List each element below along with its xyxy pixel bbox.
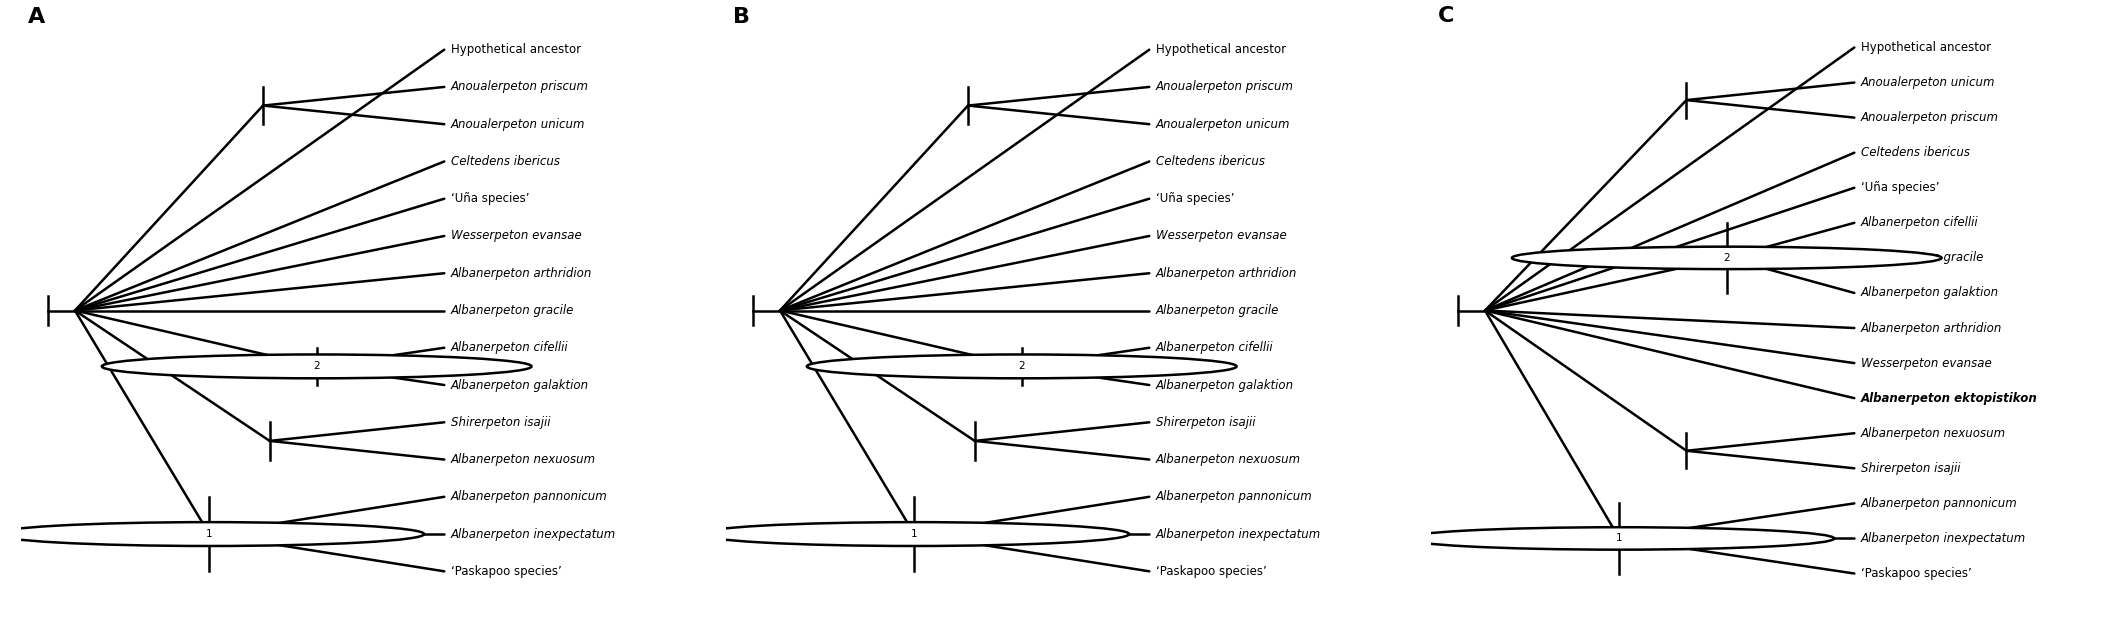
Text: Albanerpeton cifellii: Albanerpeton cifellii bbox=[450, 342, 569, 354]
Text: 1: 1 bbox=[911, 529, 918, 539]
Text: Anoualerpeton priscum: Anoualerpeton priscum bbox=[1861, 111, 1999, 124]
Text: 1: 1 bbox=[206, 529, 212, 539]
Text: Anoualerpeton unicum: Anoualerpeton unicum bbox=[1155, 118, 1291, 130]
Text: ‘Uña species’: ‘Uña species’ bbox=[1861, 181, 1939, 194]
Text: Albanerpeton pannonicum: Albanerpeton pannonicum bbox=[1861, 497, 2018, 510]
Text: Albanerpeton galaktion: Albanerpeton galaktion bbox=[450, 379, 588, 391]
Circle shape bbox=[699, 522, 1130, 546]
Text: Celtedens ibericus: Celtedens ibericus bbox=[1861, 146, 1971, 159]
Text: Shirerpeton isajii: Shirerpeton isajii bbox=[450, 416, 550, 428]
Circle shape bbox=[807, 355, 1236, 378]
Text: Wesserpeton evansae: Wesserpeton evansae bbox=[450, 230, 582, 242]
Text: ‘Paskapoo species’: ‘Paskapoo species’ bbox=[1861, 567, 1971, 580]
Text: Albanerpeton gracile: Albanerpeton gracile bbox=[1155, 304, 1279, 317]
Text: A: A bbox=[28, 7, 45, 27]
Text: Albanerpeton arthridion: Albanerpeton arthridion bbox=[450, 267, 593, 279]
Text: Celtedens ibericus: Celtedens ibericus bbox=[450, 155, 561, 168]
Text: Albanerpeton nexuosum: Albanerpeton nexuosum bbox=[450, 453, 597, 466]
Text: Albanerpeton cifellii: Albanerpeton cifellii bbox=[1861, 216, 1980, 229]
Text: Albanerpeton nexuosum: Albanerpeton nexuosum bbox=[1155, 453, 1302, 466]
Text: Albanerpeton gracile: Albanerpeton gracile bbox=[450, 304, 573, 317]
Text: ‘Paskapoo species’: ‘Paskapoo species’ bbox=[450, 565, 561, 578]
Text: Anoualerpeton priscum: Anoualerpeton priscum bbox=[1155, 81, 1294, 93]
Text: Celtedens ibericus: Celtedens ibericus bbox=[1155, 155, 1266, 168]
Text: Wesserpeton evansae: Wesserpeton evansae bbox=[1155, 230, 1287, 242]
Text: Albanerpeton gracile: Albanerpeton gracile bbox=[1861, 252, 1984, 265]
Text: Shirerpeton isajii: Shirerpeton isajii bbox=[1861, 462, 1960, 475]
Text: Albanerpeton galaktion: Albanerpeton galaktion bbox=[1861, 286, 1999, 299]
Text: 2: 2 bbox=[1723, 253, 1731, 263]
Text: 2: 2 bbox=[314, 361, 321, 371]
Text: C: C bbox=[1438, 6, 1455, 27]
Text: Albanerpeton ektopistikon: Albanerpeton ektopistikon bbox=[1861, 392, 2037, 405]
Circle shape bbox=[1512, 247, 1941, 269]
Text: Albanerpeton pannonicum: Albanerpeton pannonicum bbox=[1155, 491, 1313, 503]
Text: Anoualerpeton unicum: Anoualerpeton unicum bbox=[1861, 76, 1997, 89]
Text: Albanerpeton inexpectatum: Albanerpeton inexpectatum bbox=[450, 528, 616, 540]
Text: Wesserpeton evansae: Wesserpeton evansae bbox=[1861, 356, 1992, 369]
Text: ‘Uña species’: ‘Uña species’ bbox=[1155, 193, 1234, 205]
Text: Albanerpeton arthridion: Albanerpeton arthridion bbox=[1861, 322, 2003, 335]
Text: Albanerpeton nexuosum: Albanerpeton nexuosum bbox=[1861, 427, 2007, 440]
Text: Albanerpeton pannonicum: Albanerpeton pannonicum bbox=[450, 491, 607, 503]
Text: ‘Uña species’: ‘Uña species’ bbox=[450, 193, 529, 205]
Text: B: B bbox=[733, 7, 750, 27]
Text: Albanerpeton inexpectatum: Albanerpeton inexpectatum bbox=[1861, 532, 2026, 545]
Text: Albanerpeton cifellii: Albanerpeton cifellii bbox=[1155, 342, 1274, 354]
Text: Shirerpeton isajii: Shirerpeton isajii bbox=[1155, 416, 1255, 428]
Text: Anoualerpeton unicum: Anoualerpeton unicum bbox=[450, 118, 586, 130]
Text: Hypothetical ancestor: Hypothetical ancestor bbox=[450, 43, 582, 56]
Text: Albanerpeton arthridion: Albanerpeton arthridion bbox=[1155, 267, 1298, 279]
Text: Hypothetical ancestor: Hypothetical ancestor bbox=[1155, 43, 1287, 56]
Text: 1: 1 bbox=[1616, 533, 1623, 543]
Text: Albanerpeton galaktion: Albanerpeton galaktion bbox=[1155, 379, 1294, 391]
Circle shape bbox=[0, 522, 425, 546]
Circle shape bbox=[102, 355, 531, 378]
Circle shape bbox=[1404, 527, 1835, 550]
Text: Anoualerpeton priscum: Anoualerpeton priscum bbox=[450, 81, 588, 93]
Text: ‘Paskapoo species’: ‘Paskapoo species’ bbox=[1155, 565, 1266, 578]
Text: Albanerpeton inexpectatum: Albanerpeton inexpectatum bbox=[1155, 528, 1321, 540]
Text: Hypothetical ancestor: Hypothetical ancestor bbox=[1861, 41, 1990, 54]
Text: 2: 2 bbox=[1017, 361, 1026, 371]
